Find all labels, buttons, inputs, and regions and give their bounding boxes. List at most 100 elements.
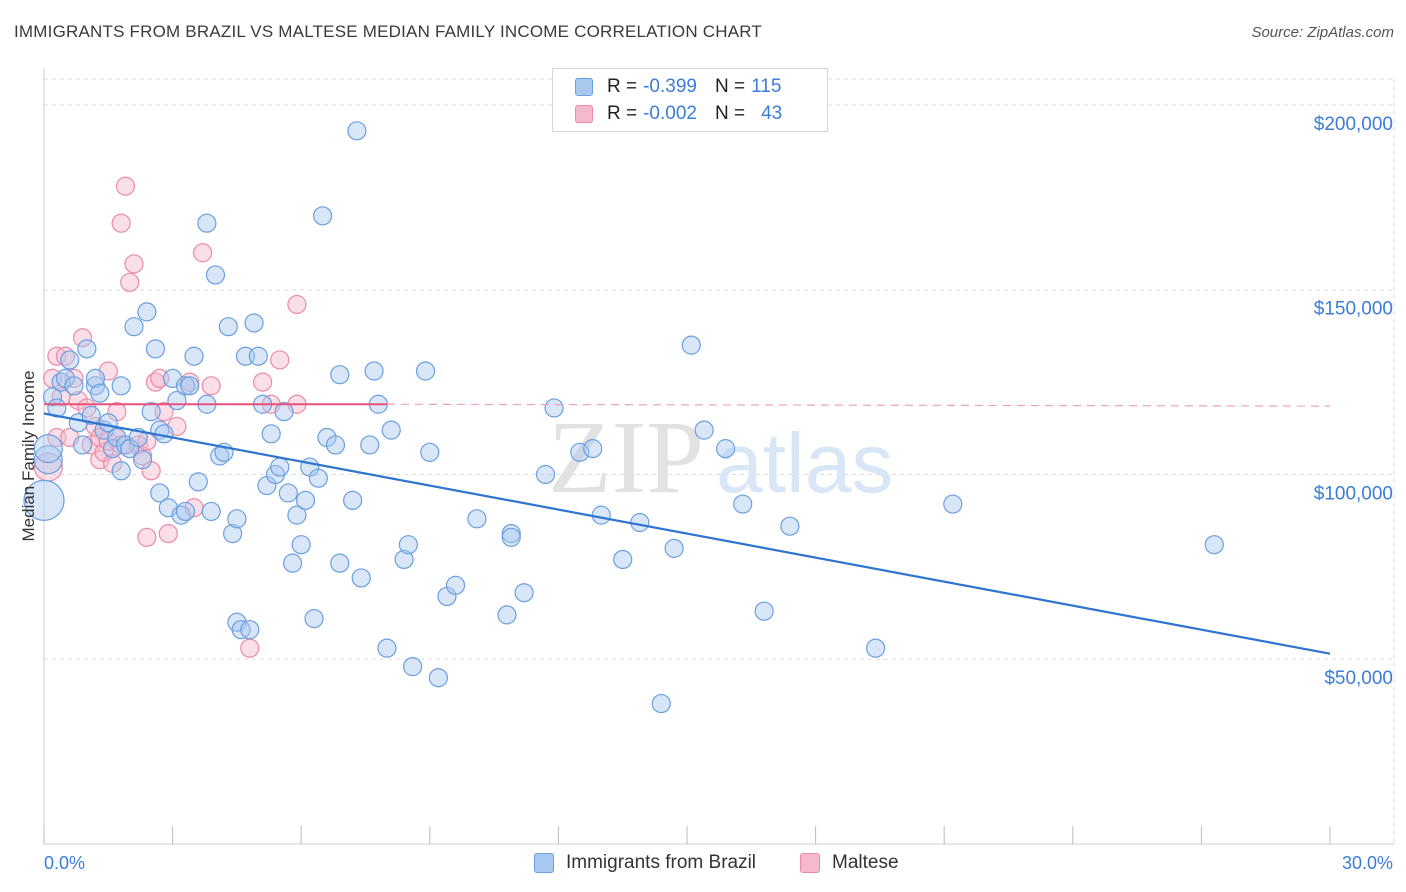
brazil-point [248, 346, 268, 366]
correlation-legend: R = -0.399 N = 115 R = -0.002 N = 43 [552, 68, 828, 132]
maltese-point [72, 328, 93, 348]
trend-lines [43, 403, 1331, 655]
watermark-zip: ZIP [548, 400, 704, 515]
y-axis-label: Median Family Income [19, 370, 38, 541]
legend-swatch-maltese [575, 105, 593, 123]
legend-row-maltese: R = -0.002 N = 43 [575, 102, 782, 126]
brazil-point [394, 549, 414, 570]
brazil-point [261, 424, 281, 444]
brazil-point [501, 527, 521, 547]
brazil-point [364, 361, 384, 381]
brazil-trend-line [43, 412, 1331, 655]
brazil-point [175, 501, 196, 522]
brazil-point [72, 435, 93, 455]
brazil-point [420, 442, 440, 462]
brazil-point [535, 464, 556, 485]
brazil-point [347, 121, 367, 141]
brazil-point [23, 479, 65, 521]
brazil-point [102, 439, 123, 459]
brazil-point [308, 468, 328, 488]
brazil-point [583, 439, 603, 459]
brazil-point [33, 434, 63, 464]
brazil-point [90, 383, 110, 403]
brazil-point [244, 313, 264, 333]
x-tick-label-min: 0.0% [44, 853, 85, 873]
brazil-point [664, 538, 684, 558]
brazil-point [497, 605, 517, 625]
brazil-point [398, 535, 418, 555]
brazil-point [591, 505, 611, 525]
brazil-point [514, 583, 534, 603]
brazil-point [150, 483, 170, 503]
legend-swatch-brazil [575, 78, 593, 96]
brazil-point [330, 553, 350, 573]
tick-labels: $50,000 $100,000 $150,000 $200,000 0.0% 30.0% [44, 114, 1393, 873]
brazil-point [733, 494, 753, 514]
brazil-point [445, 575, 466, 595]
brazil-point [111, 461, 131, 481]
brazil-point [283, 553, 303, 573]
brazil-point [227, 509, 247, 529]
series-legend-brazil[interactable]: Immigrants from Brazil [534, 852, 756, 874]
y-tick-label: $200,000 [1314, 114, 1393, 135]
brazil-point [223, 523, 243, 544]
maltese-point [120, 272, 140, 292]
brazil-point [304, 608, 324, 629]
brazil-point [145, 339, 166, 359]
maltese-point [193, 243, 213, 263]
brazil-point [1204, 535, 1224, 555]
brazil-point [295, 490, 316, 510]
y-tick-label: $150,000 [1314, 299, 1393, 320]
legend-n-value: 43 [761, 103, 783, 124]
series-swatch-maltese [800, 853, 820, 873]
brazil-point [377, 638, 397, 658]
legend-n-label: N = [714, 76, 746, 97]
maltese-point [253, 372, 273, 392]
chart-title: IMMIGRANTS FROM BRAZIL VS MALTESE MEDIAN… [14, 22, 763, 41]
brazil-point [403, 657, 423, 677]
brazil-point [381, 420, 401, 440]
y-tick-label: $100,000 [1314, 483, 1393, 504]
watermark-atlas: atlas [716, 416, 893, 510]
brazil-point [124, 317, 144, 337]
brazil-point [132, 450, 153, 470]
brazil-point [544, 398, 564, 418]
brazil-point [780, 516, 800, 536]
brazil-point [33, 445, 63, 475]
maltese-point [137, 527, 157, 547]
brazil-point [175, 376, 196, 396]
brazil-point [60, 350, 80, 370]
brazil-point [64, 376, 84, 396]
maltese-trend-extension [386, 403, 1331, 407]
brazil-point [351, 568, 371, 588]
brazil-point [343, 490, 363, 510]
maltese-point [111, 213, 131, 233]
brazil-point [360, 435, 380, 455]
brazil-point [111, 376, 131, 396]
brazil-point [415, 361, 436, 381]
brazil-point [278, 483, 298, 503]
brazil-point [681, 335, 701, 355]
brazil-point [274, 402, 294, 422]
series-legend-maltese[interactable]: Maltese [800, 852, 899, 874]
brazil-point [81, 405, 101, 425]
series-swatch-brazil [534, 853, 554, 873]
brazil-point [188, 472, 208, 492]
legend-r-label: R = [607, 76, 638, 97]
brazil-point [184, 346, 204, 366]
maltese-point [115, 176, 136, 196]
brazil-point [287, 505, 307, 525]
brazil-point [218, 317, 238, 337]
legend-r-value: -0.002 [643, 103, 697, 124]
brazil-point [325, 435, 346, 455]
brazil-point [137, 302, 157, 322]
brazil-point [570, 442, 590, 462]
brazil-points [23, 121, 1224, 714]
brazil-point [201, 501, 221, 522]
legend-n-label: N = [714, 103, 746, 124]
brazil-point [141, 402, 161, 422]
brazil-point [866, 638, 886, 658]
brazil-point [428, 668, 448, 688]
brazil-point [754, 601, 774, 621]
maltese-point [270, 350, 290, 370]
